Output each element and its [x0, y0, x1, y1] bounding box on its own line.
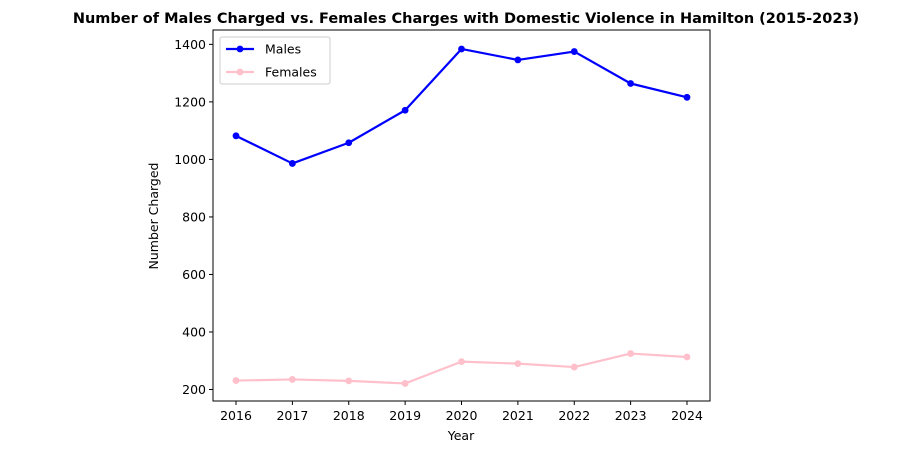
data-point-males — [288, 160, 296, 167]
legend-entry-males: Males — [226, 42, 301, 57]
data-point-females — [458, 358, 465, 365]
data-point-males — [683, 93, 691, 101]
y-tick-label: 1000 — [174, 152, 206, 167]
data-point-females — [627, 350, 635, 357]
data-point-females — [570, 363, 578, 371]
x-axis-label: Year — [447, 428, 475, 443]
x-tick-label: 2020 — [446, 408, 478, 423]
y-tick-label: 200 — [182, 382, 206, 397]
data-point-males — [627, 80, 635, 87]
x-tick-label: 2024 — [671, 408, 703, 423]
y-tick-label: 1200 — [174, 94, 206, 109]
data-point-females — [514, 360, 522, 368]
data-point-males — [570, 48, 578, 55]
data-point-females — [345, 377, 353, 385]
data-point-females — [288, 376, 296, 383]
legend-label: Males — [265, 42, 301, 57]
x-tick-label: 2019 — [389, 408, 421, 423]
y-tick-label: 800 — [182, 209, 206, 224]
y-tick-label: 600 — [182, 267, 206, 282]
x-tick-label: 2021 — [502, 408, 534, 423]
legend-label: Females — [265, 65, 317, 80]
legend: Males Females — [219, 36, 331, 85]
legend-entry-females: Females — [226, 65, 317, 80]
series-males — [232, 45, 691, 167]
y-axis-label: Number Charged — [146, 163, 161, 270]
data-point-females — [232, 377, 240, 384]
data-point-males — [458, 45, 465, 53]
chart-title: Number of Males Charged vs. Females Char… — [73, 11, 859, 27]
data-point-males — [345, 139, 353, 147]
x-tick-label: 2016 — [220, 408, 252, 423]
data-point-males — [514, 56, 522, 64]
x-tick-label: 2017 — [276, 408, 308, 423]
x-axis: 2016 2017 2018 2019 2020 2021 2022 2023 2024 — [220, 401, 703, 423]
series-layer — [232, 45, 691, 387]
series-line-females — [234, 352, 689, 385]
y-tick-label: 1400 — [174, 37, 206, 52]
data-point-males — [401, 106, 409, 114]
data-point-females — [401, 380, 409, 387]
x-tick-label: 2018 — [333, 408, 365, 423]
y-tick-label: 400 — [182, 324, 206, 339]
data-point-males — [232, 132, 240, 140]
x-tick-label: 2022 — [558, 408, 590, 423]
y-axis: 200 400 600 800 1000 1200 1400 — [174, 37, 213, 397]
data-point-females — [683, 353, 691, 361]
x-tick-label: 2023 — [615, 408, 647, 423]
legend-marker — [236, 45, 244, 53]
legend-marker — [236, 68, 244, 76]
series-females — [232, 350, 691, 387]
